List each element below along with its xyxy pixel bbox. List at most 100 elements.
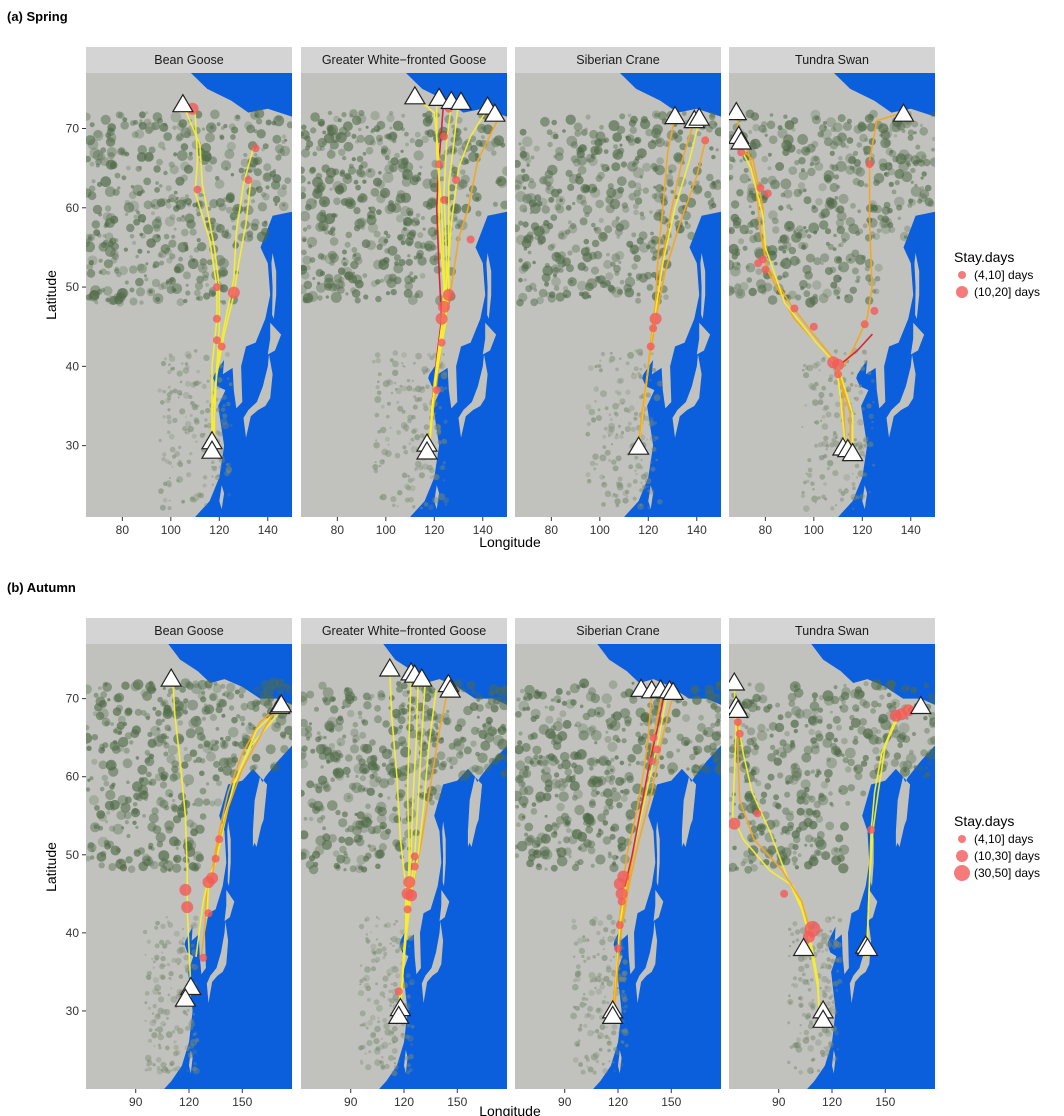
stopover-point [432, 386, 441, 395]
site-triangle [174, 988, 197, 1007]
y-tick-label: 30 [66, 1004, 80, 1018]
stopover-point [440, 132, 448, 141]
migration-track [637, 135, 708, 447]
island [224, 889, 235, 922]
x-tick-label: 140 [473, 523, 493, 537]
y-tick-label: 60 [66, 770, 80, 784]
facet-strip-1-1: Greater White−fronted Goose [301, 618, 507, 644]
stopover-point [753, 809, 762, 818]
island [672, 354, 702, 438]
x-tick-label: 150 [875, 1095, 895, 1109]
island [914, 253, 920, 319]
x-axis-title: Longitude [479, 1103, 541, 1116]
stopover-point [181, 901, 194, 914]
migration-track [737, 705, 812, 934]
facet-strip-background [86, 618, 292, 644]
x-tick-label: 100 [804, 523, 824, 537]
migration-track [213, 147, 254, 447]
legend-label: (4,10] days [974, 832, 1033, 846]
stopover-point [653, 745, 662, 754]
relief-texture [86, 108, 292, 511]
legend-label: (10,20] days [974, 285, 1040, 299]
y-tick-label: 70 [66, 122, 80, 136]
section-label-spring: (a) Spring [7, 9, 68, 24]
island [404, 1050, 408, 1074]
migration-track [737, 143, 854, 447]
stopover-point [394, 987, 403, 996]
x-tick-label: 80 [545, 523, 559, 537]
island [700, 253, 706, 319]
x-tick-label: 90 [344, 1095, 358, 1109]
stopover-point [179, 883, 192, 896]
facet-species-label: Bean Goose [154, 624, 224, 638]
island [618, 1050, 622, 1074]
migration-track [731, 686, 821, 1020]
legend-key [956, 286, 968, 298]
stopover-point [832, 358, 845, 371]
stopover-point [452, 176, 461, 184]
land-mass [515, 73, 721, 517]
site-triangle [601, 1005, 624, 1024]
island [271, 253, 277, 319]
site-triangle [688, 107, 711, 126]
migration-track [172, 682, 192, 1004]
facet-strip-background [301, 618, 507, 644]
stopover-point [867, 825, 876, 834]
site-triangle [403, 85, 426, 105]
stopover-point [215, 835, 224, 844]
x-tick-label: 100 [590, 523, 610, 537]
site-triangle [171, 93, 194, 113]
stopover-point [614, 944, 622, 953]
island [862, 485, 868, 510]
stopover-point [790, 304, 799, 313]
facet-species-label: Siberian Crane [576, 53, 659, 67]
x-tick-label: 100 [376, 523, 396, 537]
y-tick-label: 60 [66, 201, 80, 215]
x-tick-label: 80 [331, 523, 345, 537]
facet-strip-background [515, 618, 721, 644]
x-tick-label: 100 [161, 523, 181, 537]
map-panel-0-3 [729, 73, 935, 517]
map-clip-group [729, 644, 935, 1089]
site-triangle [729, 101, 748, 121]
stopover-point [435, 160, 444, 169]
relief-texture [301, 679, 507, 1077]
island [895, 776, 910, 847]
stopover-point [733, 718, 742, 727]
site-triangle [892, 103, 915, 122]
site-triangle [729, 699, 749, 719]
stopover-point [437, 338, 446, 347]
stopover-point [729, 817, 741, 830]
stopover-point [758, 255, 767, 264]
stopover-point [212, 336, 221, 345]
facet-strip-0-1: Greater White−fronted Goose [301, 47, 507, 73]
migration-track [842, 333, 873, 364]
stopover-point [438, 300, 450, 313]
island [442, 821, 446, 886]
facet-species-label: Tundra Swan [795, 624, 869, 638]
island [849, 921, 872, 1004]
facet-species-label: Siberian Crane [576, 624, 659, 638]
site-triangle [449, 91, 473, 110]
facet-species-label: Tundra Swan [795, 53, 869, 67]
map-clip-group [515, 73, 721, 517]
migration-track [613, 693, 674, 1012]
y-tick-label: 40 [66, 926, 80, 940]
x-tick-label: 80 [759, 523, 773, 537]
site-triangle [841, 442, 864, 462]
map-panel-1-2 [515, 644, 721, 1089]
x-tick-label: 140 [687, 523, 707, 537]
stopover-point [737, 148, 746, 157]
stopover-point [617, 897, 626, 906]
x-tick-label: 120 [209, 523, 229, 537]
x-tick-label: 90 [772, 1095, 786, 1109]
island [656, 821, 660, 886]
facet-species-label: Greater White−fronted Goose [322, 53, 486, 67]
stopover-point [251, 144, 260, 153]
stopover-point [834, 370, 843, 379]
island [439, 889, 450, 922]
stopover-point [212, 283, 221, 292]
x-tick-label: 120 [179, 1095, 199, 1109]
migration-track [428, 119, 499, 439]
island [467, 776, 482, 847]
